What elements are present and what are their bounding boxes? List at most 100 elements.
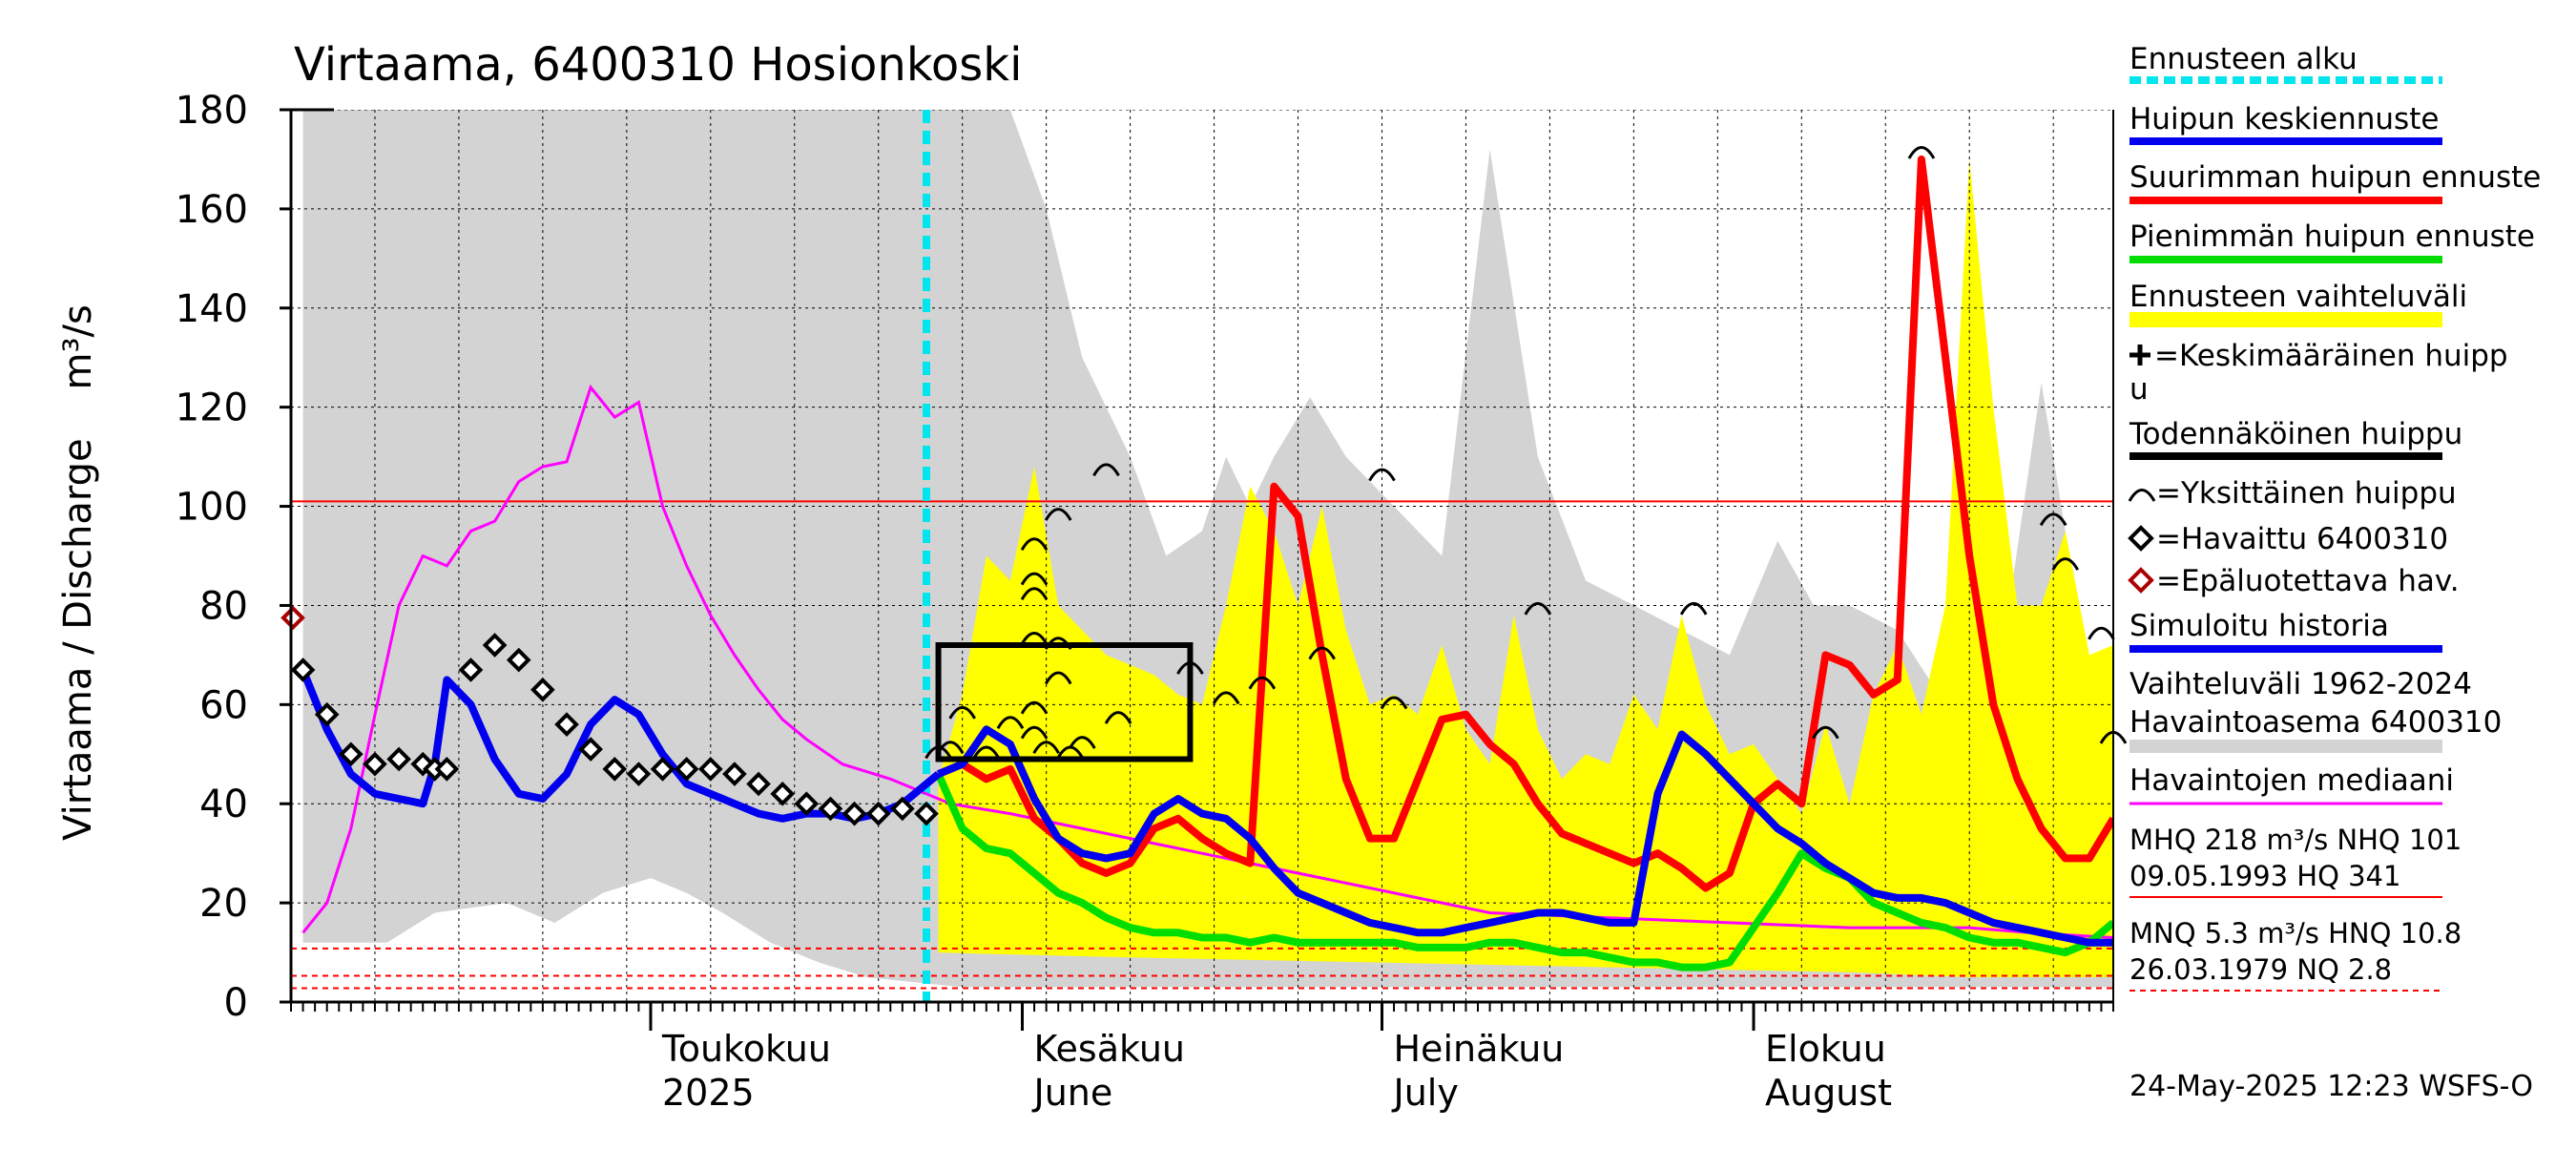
- single-peak-marker: [1044, 508, 1072, 521]
- legend-simulated-label: Simuloitu historia: [2129, 609, 2389, 643]
- legend-stats-low-line2: 26.03.1979 NQ 2.8: [2129, 953, 2392, 986]
- single-peak-marker: [1032, 741, 1060, 755]
- single-peak-marker: [1524, 601, 1552, 616]
- observed-point: [865, 801, 891, 826]
- observed-point: [626, 762, 652, 786]
- legend-observed-icon: [2128, 525, 2154, 552]
- observed-point: [578, 737, 603, 762]
- observed-point: [746, 771, 771, 797]
- y-tick-label: 60: [199, 683, 248, 727]
- single-peak-marker: [1812, 725, 1839, 740]
- single-peak-marker: [936, 741, 965, 755]
- single-peak-marker: [1020, 700, 1049, 715]
- legend-max-forecast-label: Suurimman huipun ennuste: [2129, 160, 2541, 195]
- observed-point: [458, 658, 484, 682]
- y-tick-label: 180: [176, 89, 248, 133]
- single-peak-marker: [1907, 145, 1936, 159]
- chart-title: Virtaama, 6400310 Hosionkoski: [294, 38, 1022, 92]
- observed-point: [554, 712, 579, 737]
- observed-point: [339, 742, 364, 767]
- observed-point: [530, 677, 555, 702]
- observed-point: [818, 796, 843, 822]
- observed-point: [363, 751, 387, 777]
- timestamp: 24-May-2025 12:23 WSFS-O: [2129, 1070, 2533, 1103]
- single-peak-marker: [1020, 587, 1049, 601]
- observed-point: [506, 647, 531, 673]
- single-peak-marker: [2039, 512, 2067, 527]
- observed-point: [650, 757, 675, 782]
- legend-avg-peak-label-cont: u: [2129, 372, 2149, 407]
- single-peak-marker: [1176, 661, 1204, 675]
- legend-hist-range-label: Vaihteluväli 1962-2024: [2129, 667, 2472, 701]
- legend-forecast-range-swatch: [2129, 312, 2442, 327]
- y-tick-label: 20: [199, 882, 248, 926]
- observed-point: [697, 757, 723, 782]
- x-month-label-fi: Heinäkuu: [1393, 1028, 1564, 1070]
- observed-point: [290, 658, 316, 682]
- y-tick-label: 80: [199, 584, 248, 628]
- observed-point: [386, 746, 411, 772]
- legend-stats-high-line1: MHQ 218 m³/s NHQ 101: [2129, 824, 2462, 856]
- single-peak-marker: [1104, 711, 1132, 724]
- single-peak-marker: [948, 705, 976, 720]
- observed-point: [841, 801, 867, 826]
- legend-observed-label: =Havaittu 6400310: [2156, 522, 2448, 556]
- likely-peak-band: [935, 642, 1194, 763]
- observed-point: [314, 701, 340, 727]
- x-month-label-en: 2025: [662, 1072, 755, 1114]
- x-month-label-fi: Kesäkuu: [1034, 1028, 1186, 1070]
- simulated-history-line: [299, 668, 942, 823]
- y-tick-label: 100: [176, 486, 248, 530]
- y-tick-label: 0: [224, 981, 248, 1025]
- single-peak-marker: [2051, 557, 2080, 571]
- legend-avg-peak-label: =Keskimääräinen huipp: [2154, 339, 2508, 373]
- x-month-label-en: August: [1765, 1072, 1892, 1114]
- min-forecast-line: [934, 772, 2113, 971]
- single-peak-marker: [1368, 468, 1396, 482]
- legend-median-label: Havaintojen mediaani: [2129, 763, 2454, 798]
- y-tick-label: 160: [176, 188, 248, 232]
- max-forecast-line: [937, 155, 2113, 892]
- single-peak-marker: [1212, 691, 1240, 705]
- single-peak-marker: [1308, 646, 1336, 660]
- y-tick-label: 120: [176, 386, 248, 430]
- single-peak-marker: [924, 745, 952, 760]
- observed-point: [434, 757, 460, 782]
- single-peak-marker: [1679, 601, 1708, 616]
- single-peak-marker: [1044, 637, 1072, 650]
- single-peak-marker: [1248, 676, 1277, 690]
- unreliable-point: [280, 605, 305, 631]
- mean-forecast-line: [937, 725, 2113, 947]
- legend-unreliable-label: =Epäluotettava hav.: [2156, 564, 2460, 598]
- single-peak-marker: [2088, 626, 2115, 640]
- legend-min-forecast-label: Pienimmän huipun ennuste: [2129, 219, 2535, 254]
- observed-point: [770, 782, 796, 806]
- x-month-label-fi: Toukokuu: [661, 1028, 831, 1070]
- legend-unreliable-icon: [2128, 567, 2154, 594]
- x-month-label-fi: Elokuu: [1765, 1028, 1886, 1070]
- legend-single-peak-icon: [2128, 489, 2156, 502]
- single-peak-marker: [1380, 696, 1408, 710]
- observed-point: [914, 801, 939, 826]
- single-peak-marker: [996, 716, 1025, 730]
- legend-forecast-range-label: Ennusteen vaihteluväli: [2129, 280, 2467, 314]
- y-tick-label: 40: [199, 783, 248, 826]
- single-peak-marker: [1069, 736, 1096, 749]
- observed-point: [482, 633, 508, 658]
- x-month-label-en: July: [1391, 1072, 1458, 1114]
- observed-point: [602, 757, 628, 782]
- legend-single-peak-label: =Yksittäinen huippu: [2156, 476, 2457, 511]
- legend-hist-range-swatch: [2129, 740, 2442, 753]
- observed-point: [722, 762, 747, 786]
- forecast-range-area: [938, 158, 2113, 977]
- legend-stats-low-line1: MNQ 5.3 m³/s HNQ 10.8: [2129, 917, 2462, 950]
- legend-hist-range-station: Havaintoasema 6400310: [2129, 705, 2502, 740]
- single-peak-marker: [1092, 463, 1120, 477]
- observed-point: [890, 796, 915, 822]
- observed-point: [794, 791, 820, 817]
- legend-stats-high-line2: 09.05.1993 HQ 341: [2129, 860, 2400, 892]
- single-peak-marker: [1044, 671, 1072, 685]
- x-month-label-en: June: [1032, 1072, 1113, 1114]
